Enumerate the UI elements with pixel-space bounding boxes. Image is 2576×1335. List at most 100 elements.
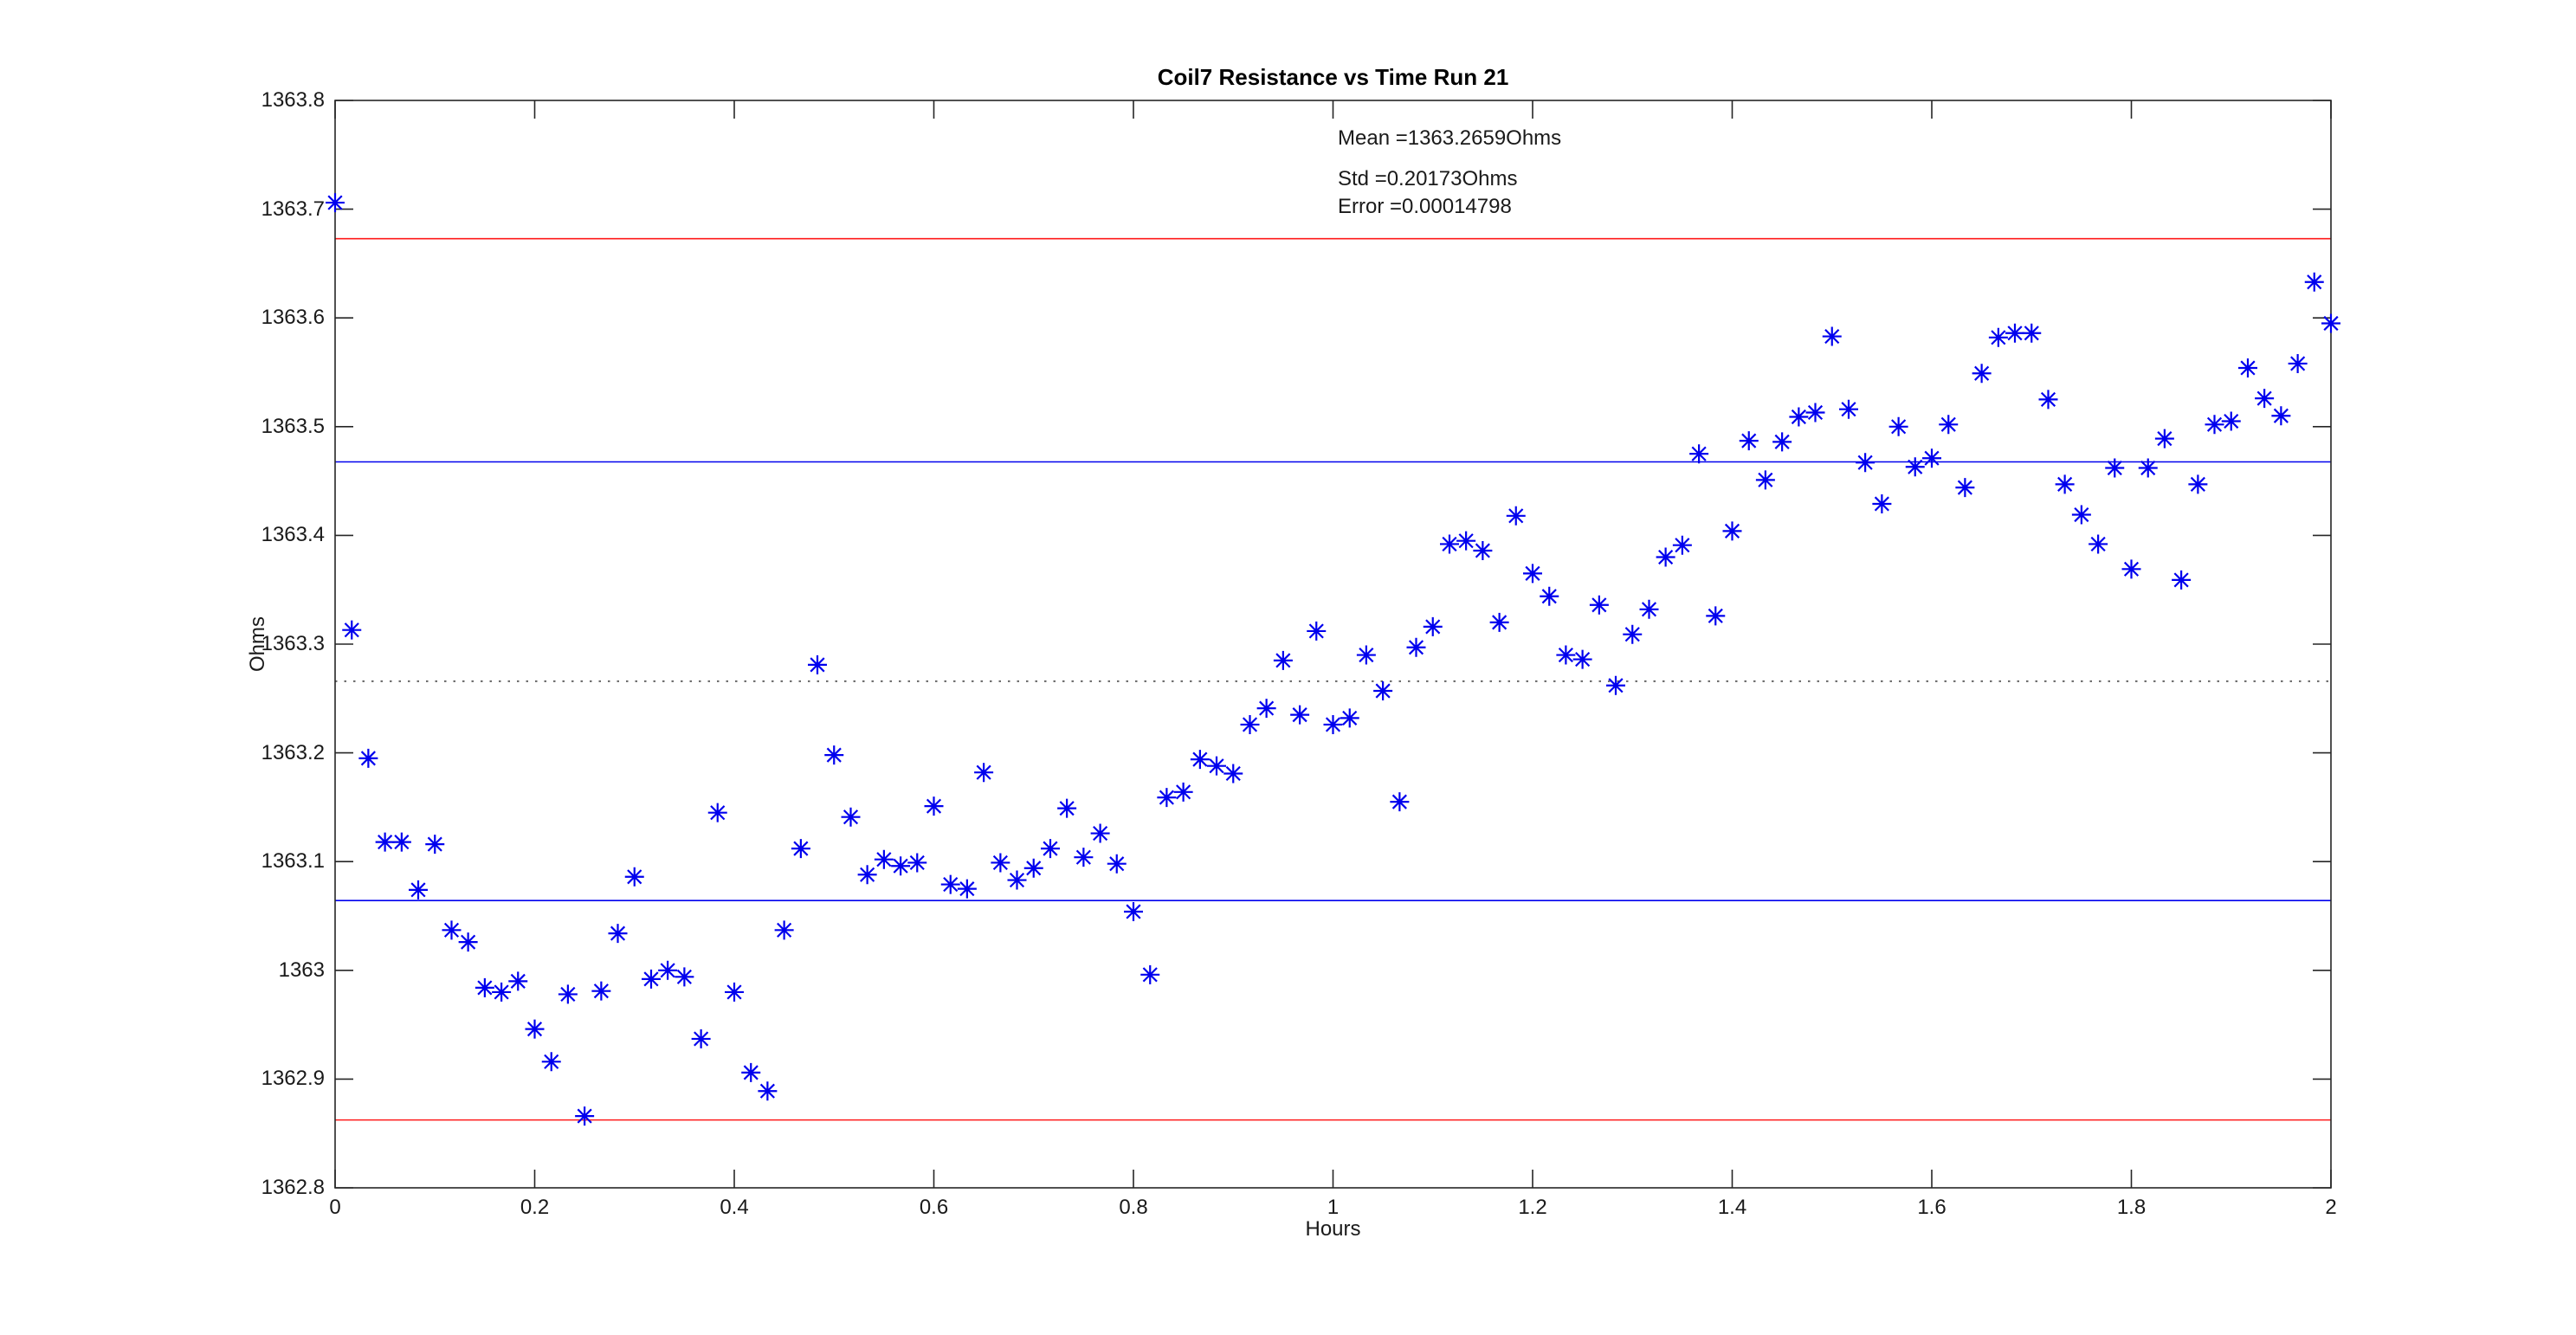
data-point-marker (1273, 650, 1293, 670)
data-point-marker (1706, 606, 1726, 626)
annotation-mean: Mean =1363.2659Ohms (1338, 126, 1562, 150)
data-point-marker (1041, 839, 1060, 859)
data-point-marker (725, 982, 744, 1002)
data-point-marker (857, 865, 877, 885)
tick-marks (334, 100, 2332, 1189)
data-point-marker (841, 807, 861, 827)
data-point-marker (525, 1019, 545, 1039)
x-tick-label: 1 (1327, 1196, 1340, 1219)
data-point-marker (1107, 854, 1127, 874)
data-point-marker (1689, 444, 1709, 464)
data-point-marker (874, 849, 894, 869)
data-point-marker (326, 193, 345, 213)
data-point-marker (824, 745, 844, 765)
data-point-marker (591, 981, 611, 1001)
data-point-marker (2172, 570, 2192, 590)
data-point-marker (1623, 624, 1643, 644)
data-point-marker (1240, 714, 1260, 734)
data-point-marker (541, 1052, 561, 1072)
data-point-marker (1589, 595, 1609, 615)
data-point-marker (1007, 870, 1027, 890)
data-point-marker (1739, 431, 1759, 451)
data-point-marker (358, 748, 378, 768)
data-point-marker (1556, 645, 1576, 665)
data-point-marker (2089, 534, 2108, 554)
data-point-marker (1190, 750, 1210, 770)
data-point-marker (2154, 429, 2174, 448)
data-point-marker (1772, 432, 1792, 452)
data-point-marker (808, 655, 828, 674)
data-point-marker (1440, 534, 1459, 554)
data-point-marker (608, 924, 628, 944)
data-point-marker (1406, 637, 1426, 657)
data-point-marker (891, 856, 911, 876)
data-point-marker (791, 839, 810, 859)
data-point-marker (1523, 564, 1542, 584)
annotation-std: Std =0.20173Ohms (1338, 167, 1518, 190)
data-point-marker (1290, 705, 1310, 725)
data-point-marker (2221, 411, 2241, 431)
data-point-marker (2138, 458, 2158, 478)
data-point-marker (940, 874, 960, 894)
data-point-marker (1223, 764, 1243, 784)
data-point-marker (1639, 599, 1659, 619)
x-tick-label: 1.6 (1917, 1196, 1947, 1219)
y-tick-label: 1363.5 (261, 414, 325, 438)
data-point-marker (957, 879, 977, 899)
data-point-marker (342, 620, 362, 640)
x-tick-label: 2 (2325, 1196, 2337, 1219)
data-point-marker (2105, 458, 2125, 478)
data-point-marker (675, 967, 694, 987)
data-point-marker (1373, 681, 1393, 701)
data-point-marker (1789, 407, 1809, 427)
data-points (326, 193, 2340, 1126)
data-point-marker (1090, 823, 1110, 843)
data-point-marker (2321, 313, 2340, 333)
data-point-marker (1856, 453, 1876, 473)
data-point-marker (1340, 708, 1359, 728)
data-point-marker (991, 853, 1010, 873)
y-tick-label: 1363.8 (261, 88, 325, 112)
data-point-marker (558, 984, 578, 1004)
data-point-marker (1540, 586, 1559, 606)
data-point-marker (2255, 389, 2275, 409)
data-point-marker (1822, 326, 1842, 346)
data-point-marker (1656, 547, 1675, 567)
data-point-marker (1972, 364, 1992, 384)
data-point-marker (1939, 415, 1959, 435)
annotation-error: Error =0.00014798 (1338, 195, 1512, 218)
data-point-marker (1173, 782, 1193, 802)
data-point-marker (1140, 964, 1160, 984)
x-tick-label: 1.8 (2116, 1196, 2147, 1219)
x-tick-label: 0 (329, 1196, 341, 1219)
data-point-marker (425, 835, 445, 855)
data-point-marker (691, 1029, 711, 1048)
data-point-marker (1489, 612, 1509, 632)
data-point-marker (575, 1106, 595, 1126)
data-point-marker (2055, 474, 2075, 494)
data-point-marker (1922, 448, 1941, 468)
data-point-marker (475, 977, 494, 997)
data-point-marker (1572, 649, 1592, 669)
y-tick-label: 1363.7 (261, 197, 325, 221)
y-tick-label: 1363.2 (261, 740, 325, 764)
data-point-marker (2288, 353, 2308, 373)
plot-box (334, 100, 2332, 1189)
data-point-marker (1872, 493, 1892, 513)
x-tick-label: 0.4 (720, 1196, 749, 1219)
data-point-marker (1023, 858, 1043, 878)
y-tick-label: 1363.1 (261, 849, 325, 874)
data-point-marker (1672, 535, 1692, 555)
data-point-marker (2121, 559, 2141, 579)
data-point-marker (458, 932, 478, 952)
data-point-marker (2238, 358, 2257, 377)
data-point-marker (1955, 478, 1975, 498)
data-point-marker (492, 982, 512, 1002)
x-axis-label: Hours (1305, 1217, 1361, 1241)
data-point-marker (658, 960, 678, 980)
x-tick-label: 1.2 (1518, 1196, 1547, 1219)
data-point-marker (974, 763, 994, 783)
data-point-marker (375, 832, 395, 852)
